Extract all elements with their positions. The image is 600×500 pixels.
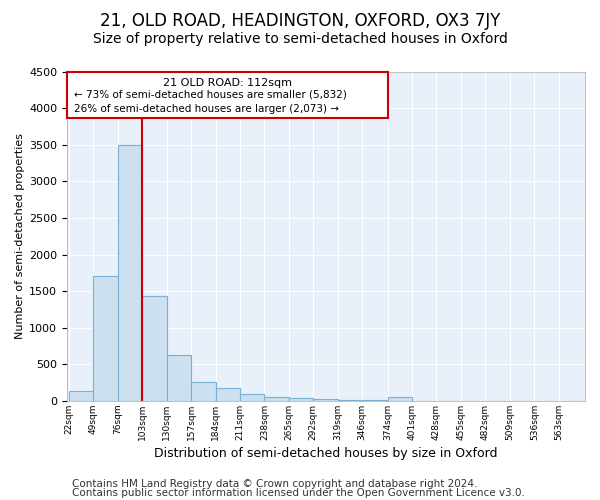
Text: 21 OLD ROAD: 112sqm: 21 OLD ROAD: 112sqm [163,78,292,88]
Bar [93,276,118,401]
Y-axis label: Number of semi-detached properties: Number of semi-detached properties [15,133,25,339]
Text: Contains public sector information licensed under the Open Government Licence v3: Contains public sector information licen… [72,488,525,498]
Bar [167,355,191,401]
Text: 26% of semi-detached houses are larger (2,073) →: 26% of semi-detached houses are larger (… [74,104,339,115]
Text: ← 73% of semi-detached houses are smaller (5,832): ← 73% of semi-detached houses are smalle… [74,89,347,99]
Bar [388,397,412,401]
FancyBboxPatch shape [67,72,388,118]
Bar [118,144,142,401]
Text: Contains HM Land Registry data © Crown copyright and database right 2024.: Contains HM Land Registry data © Crown c… [72,479,478,489]
Bar [289,398,313,401]
Text: 21, OLD ROAD, HEADINGTON, OXFORD, OX3 7JY: 21, OLD ROAD, HEADINGTON, OXFORD, OX3 7J… [100,12,500,30]
Text: Size of property relative to semi-detached houses in Oxford: Size of property relative to semi-detach… [92,32,508,46]
Bar [240,394,265,401]
Bar [191,382,215,401]
Bar [215,388,240,401]
Bar [142,296,167,401]
Bar [362,400,386,401]
X-axis label: Distribution of semi-detached houses by size in Oxford: Distribution of semi-detached houses by … [154,447,498,460]
Bar [338,400,362,401]
Bar [265,396,289,401]
Bar [313,399,338,401]
Bar [69,390,93,401]
